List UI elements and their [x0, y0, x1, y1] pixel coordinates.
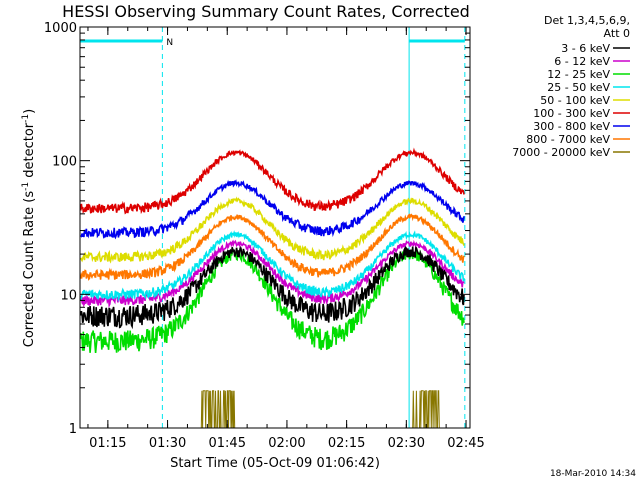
series-line-2 [80, 249, 465, 353]
x-tick-label-4: 02:15 [328, 436, 365, 451]
y-tick-label-3: 1000 [44, 21, 77, 36]
legend-header-line1: Det 1,3,4,5,6,9, [544, 14, 630, 27]
chart-title: HESSI Observing Summary Count Rates, Cor… [62, 2, 470, 21]
legend-label-3: 25 - 50 keV [547, 81, 610, 94]
legend-label-6: 300 - 800 keV [533, 120, 610, 133]
y-axis-label-main: Corrected Count Rate (s [22, 191, 37, 348]
legend-label-7: 800 - 7000 keV [526, 133, 610, 146]
x-tick-label-1: 01:30 [149, 436, 186, 451]
legend-label-5: 100 - 300 keV [533, 107, 610, 120]
plot-area: N 01:15 01:30 01:45 02:00 02:15 02:30 02:45 1 10… [44, 21, 485, 451]
legend-label-1: 6 - 12 keV [554, 55, 610, 68]
footer-timestamp: 18-Mar-2010 14:34 [550, 469, 636, 479]
y-tick-label-1: 10 [60, 288, 77, 303]
axis-ticks: 01:15 01:30 01:45 02:00 02:15 02:30 02:45 1 10 10… [44, 21, 485, 451]
y-axis-label-end: ) [22, 109, 37, 114]
x-tick-label-2: 01:45 [209, 436, 246, 451]
legend-label-8: 7000 - 20000 keV [512, 146, 610, 159]
legend-label-2: 12 - 25 keV [547, 68, 610, 81]
series-lines [80, 147, 465, 429]
y-axis-label-mid: detector [22, 122, 37, 182]
series-line-4 [80, 196, 465, 264]
legend-label-0: 3 - 6 keV [561, 42, 610, 55]
y-axis-label-sup2: -1 [21, 114, 31, 123]
series-line-6 [80, 179, 465, 240]
series-line-5 [80, 147, 465, 215]
series-line-7 [80, 213, 465, 281]
y-tick-label-2: 100 [52, 155, 77, 170]
x-axis-label: Start Time (05-Oct-09 01:06:42) [170, 456, 380, 471]
series-line-3 [80, 230, 465, 303]
y-tick-label-0: 1 [69, 422, 77, 437]
x-tick-label-5: 02:30 [388, 436, 425, 451]
legend-label-4: 50 - 100 keV [540, 94, 610, 107]
saa-marker-0: N [166, 38, 173, 48]
x-tick-label-3: 02:00 [268, 436, 305, 451]
y-axis-label: Corrected Count Rate (s-1 detector-1) [21, 109, 37, 347]
plot-frame [79, 26, 471, 429]
y-axis-label-sup1: -1 [21, 182, 31, 191]
legend-header-line2: Att 0 [604, 27, 630, 40]
series-line-1 [80, 239, 465, 309]
x-tick-label-0: 01:15 [89, 436, 126, 451]
x-tick-label-6: 02:45 [447, 436, 484, 451]
series-line-0 [80, 244, 465, 330]
